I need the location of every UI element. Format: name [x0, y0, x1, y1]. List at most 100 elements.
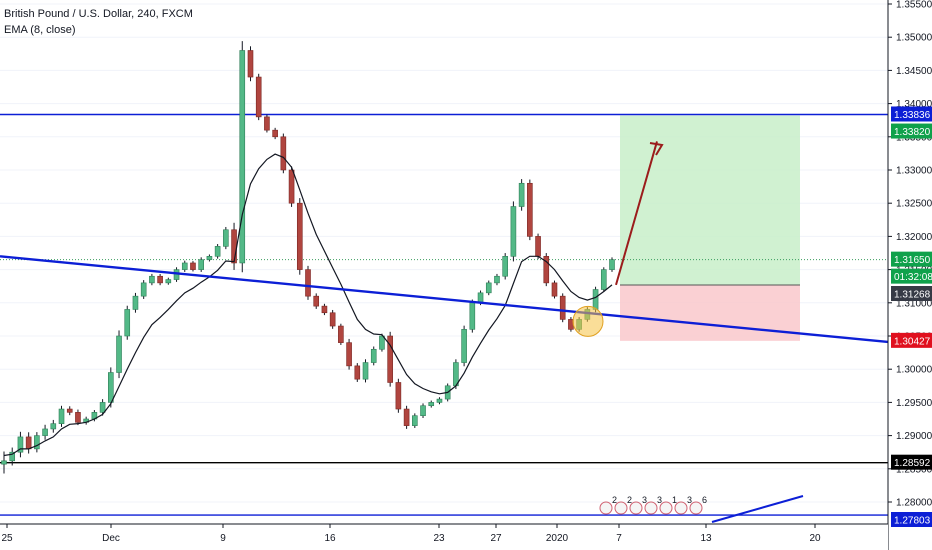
event-flag-icon[interactable]	[674, 501, 688, 515]
drawings[interactable]	[0, 141, 889, 523]
candle-body	[157, 275, 163, 284]
profit-zone[interactable]	[620, 115, 800, 286]
event-flag-icon[interactable]	[644, 501, 658, 515]
symbol-title[interactable]: British Pound / U.S. Dollar, 240, FXCM	[4, 8, 193, 20]
price-tick-label: 1.28000	[896, 498, 932, 509]
event-count: 3	[642, 495, 647, 505]
candle-body	[247, 50, 254, 78]
price-tag	[891, 106, 932, 122]
time-axis-bg	[0, 524, 888, 550]
price-tick-label: 1.31000	[896, 298, 932, 309]
event-flag-icon[interactable]	[599, 501, 613, 515]
candle-body	[527, 182, 533, 237]
candle-body	[181, 262, 188, 270]
candle-body	[395, 382, 402, 410]
candle-body	[272, 129, 278, 138]
candle-body	[42, 428, 48, 436]
candle-body	[502, 256, 508, 277]
price-tick-label: 1.34500	[896, 66, 932, 77]
candle-body	[461, 329, 467, 363]
price-tag-label: 1.31268	[894, 290, 931, 301]
price-tag	[891, 332, 932, 348]
candle-body	[494, 275, 500, 284]
loss-zone[interactable]	[620, 285, 800, 341]
candle-body	[543, 256, 550, 284]
horizontal-lines[interactable]	[0, 113, 888, 516]
time-tick-label: 27	[490, 533, 502, 544]
candle-body	[34, 435, 40, 450]
candle-body	[559, 295, 566, 320]
highlight-circle[interactable]	[572, 305, 604, 337]
time-tick-label: 13	[700, 533, 712, 544]
candle-body	[99, 402, 106, 413]
ema-line	[3, 153, 613, 457]
price-tick-label: 1.29000	[896, 431, 932, 442]
candle-body	[9, 451, 16, 462]
candle-body	[403, 408, 410, 426]
candle-body	[214, 246, 221, 257]
candles	[1, 41, 615, 474]
event-flag-icon[interactable]	[629, 501, 643, 515]
candle-body	[50, 423, 57, 430]
candle-body	[132, 295, 139, 310]
candle-body	[338, 325, 344, 343]
target-arrow-head[interactable]	[649, 142, 664, 156]
candle-body	[354, 365, 361, 380]
price-tick-label: 1.35000	[896, 33, 932, 44]
candle-body	[25, 436, 32, 450]
candle-body	[551, 282, 558, 297]
price-tick-label: 1.30000	[896, 365, 932, 376]
ema-path	[3, 153, 613, 457]
event-flag-icon[interactable]	[689, 501, 703, 515]
price-tick-label: 1.32000	[896, 232, 932, 243]
candle-body	[264, 116, 270, 131]
candle-body	[198, 259, 204, 270]
candle-body	[149, 275, 155, 284]
price-tag	[891, 454, 932, 470]
event-flag-icon[interactable]	[614, 501, 628, 515]
trend-line[interactable]	[0, 255, 889, 344]
candle-body	[379, 335, 385, 350]
price-tag	[891, 512, 932, 527]
target-arrow[interactable]	[615, 141, 658, 286]
candle-body	[313, 295, 320, 307]
time-tick-label: Dec	[102, 533, 120, 544]
indicator-title[interactable]: EMA (8, close)	[4, 24, 76, 36]
bottom-trend-line[interactable]	[711, 495, 804, 523]
price-tag-label: 1.30427	[894, 336, 931, 347]
candle-body	[124, 309, 131, 337]
event-flag-icon[interactable]	[659, 501, 673, 515]
time-tick-label: 23	[433, 533, 445, 544]
candle-body	[420, 405, 426, 416]
candle-body	[329, 312, 336, 327]
price-tag-label: 1.33820	[894, 127, 931, 138]
price-tag	[891, 123, 932, 139]
candle-body	[600, 269, 607, 290]
price-tick-label: 1.28500	[896, 464, 932, 475]
candle-body	[17, 436, 24, 453]
candle-body	[412, 415, 418, 426]
price-tick-label: 1.29500	[896, 398, 932, 409]
candle-body	[288, 169, 295, 204]
candle-body	[387, 335, 393, 383]
candle-body	[75, 412, 81, 423]
event-count: 2	[627, 495, 632, 505]
price-tags: 1.33836 1.33820 1.31650 01:32:08 1.31268 1.30…	[891, 106, 932, 527]
event-count: 2	[612, 495, 617, 505]
candle-body	[255, 76, 262, 118]
candle-body	[436, 398, 443, 403]
price-tag	[891, 268, 932, 284]
position-zones[interactable]	[620, 115, 800, 341]
time-axis[interactable]: 25 Dec 9 16 23 27 2020 7 13 20	[0, 523, 888, 550]
grid	[0, 3, 888, 503]
price-tag	[891, 251, 932, 267]
event-count: 3	[687, 495, 692, 505]
candle-body	[66, 408, 73, 413]
price-tag-label: 01:32:08	[894, 272, 932, 283]
candle-body	[280, 136, 287, 171]
candle-body	[469, 302, 476, 330]
candle-body	[321, 305, 328, 314]
